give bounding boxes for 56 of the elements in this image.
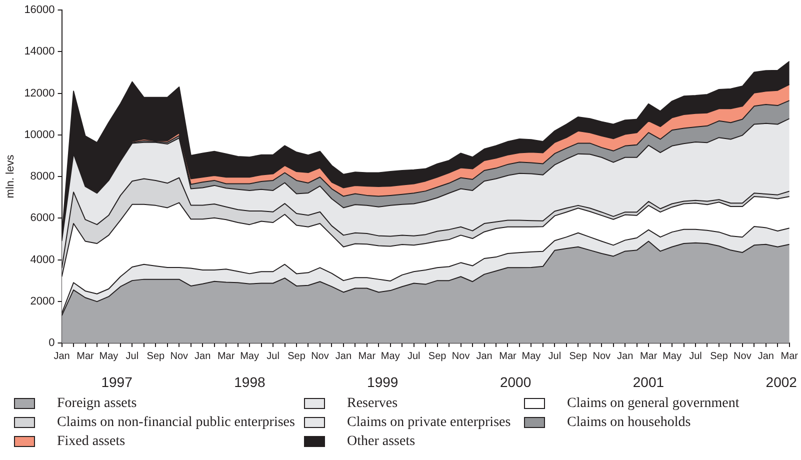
legend-label: Claims on private enterprises [347,414,511,430]
x-tick-label: Mar [76,350,95,362]
x-tick-label: Sep [710,350,728,362]
x-tick-label: Jan [54,350,70,362]
x-tick-label: Sep [428,350,447,362]
x-tick-label: Mar [499,350,518,362]
x-tick-label: Jul [689,350,702,362]
y-tick-label: 2000 [30,295,55,308]
y-tick-label: 12000 [24,87,55,100]
x-tick-label: May [240,350,260,362]
legend-label: Foreign assets [57,396,137,412]
x-tick-label: Nov [311,350,329,362]
x-tick-label: Jan [476,350,492,362]
legend-label: Fixed assets [57,434,126,450]
x-tick-label: Nov [734,350,752,362]
text: 1999 [367,374,398,390]
x-tick-label: May [522,350,541,362]
y-tick-label: 0 [48,337,55,350]
x-tick-label: Jul [126,350,139,362]
x-tick-label: Jul [407,350,420,362]
x-tick-label: Mar [780,350,799,362]
legend-label: Claims on non-financial public enterprises [57,414,295,430]
x-tick-label: Jul [548,350,562,362]
y-axis-title: mln. levs [4,154,17,198]
y-tick-label: 14000 [24,46,55,58]
x-tick-label: Sep [569,350,588,362]
x-tick-label: Jan [335,350,352,362]
x-tick-label: May [99,350,118,362]
text: 1997 [101,374,133,390]
y-tick-label: 4000 [30,254,55,266]
x-tick-label: Nov [170,350,188,362]
text: 1998 [234,374,266,390]
legend-label: Claims on households [567,414,691,430]
y-tick-label: 8000 [30,170,55,183]
x-tick-label: Sep [146,350,166,362]
y-tick-label: 6000 [30,212,55,224]
text: 2001 [632,374,664,390]
y-tick-label: 16000 [24,4,55,16]
text: 2000 [500,374,532,390]
x-tick-label: Jan [758,350,774,362]
x-tick-label: May [662,350,682,362]
y-tick-label: 10000 [24,128,55,141]
x-tick-label: Mar [217,350,236,362]
legend-label: Reserves [347,396,398,412]
x-tick-label: Jan [617,350,634,362]
legend-label: Other assets [347,434,416,450]
text: 2002 [766,374,798,390]
x-tick-label: Mar [640,350,658,362]
x-tick-label: Jul [266,350,280,362]
legend-label: Claims on general government [567,396,740,412]
x-tick-label: Nov [452,350,470,362]
x-tick-label: Sep [288,350,306,362]
x-tick-label: Nov [592,350,611,362]
x-tick-label: Mar [358,350,376,362]
x-tick-label: May [380,350,400,362]
x-tick-label: Jan [194,350,211,362]
